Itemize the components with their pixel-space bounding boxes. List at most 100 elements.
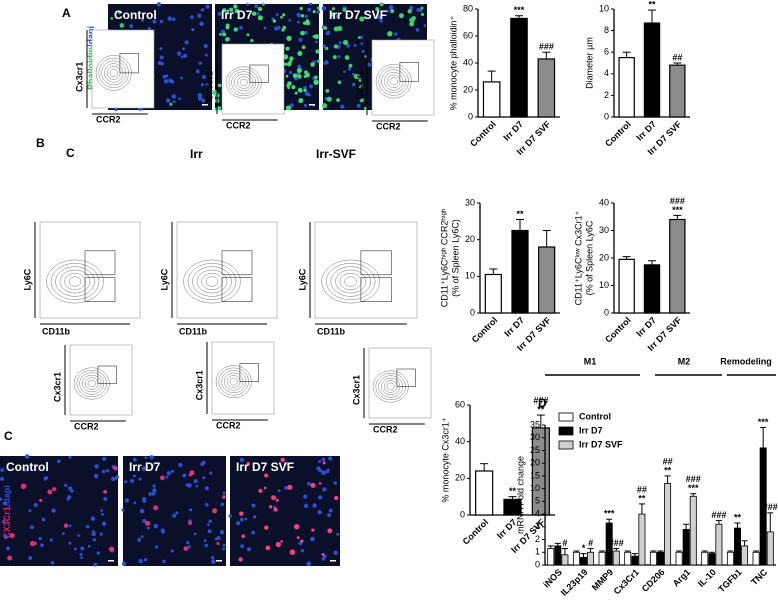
nucleus	[353, 43, 357, 47]
stained-cell	[282, 13, 286, 17]
nucleus	[312, 503, 317, 508]
stained-cell	[280, 457, 285, 463]
stained-cell	[296, 536, 300, 540]
nucleus	[101, 469, 106, 474]
bar	[643, 22, 661, 118]
gate	[249, 64, 269, 83]
significance: #	[562, 538, 567, 548]
stained-cell	[313, 79, 319, 86]
contour	[205, 276, 219, 287]
stained-cell	[299, 6, 303, 11]
legend-swatch	[558, 426, 574, 436]
nucleus	[80, 556, 84, 559]
y-tick-label: 60	[455, 399, 465, 409]
contour	[109, 68, 118, 78]
nucleus	[289, 103, 294, 108]
significance: ###	[609, 538, 624, 548]
bar	[657, 551, 664, 566]
stain-part: CX3Cr1	[2, 506, 12, 539]
bar	[669, 218, 686, 314]
stained-cell	[300, 14, 305, 18]
nucleus	[340, 104, 345, 109]
nucleus	[214, 537, 218, 541]
stain-part: /dapi	[2, 485, 12, 506]
stained-cell	[297, 87, 303, 93]
flow-plot	[176, 221, 278, 319]
flow-plot	[91, 29, 155, 109]
x-tick-label: IL-10	[696, 567, 718, 589]
stained-cell	[265, 545, 271, 551]
stained-cell	[420, 6, 424, 10]
contour	[344, 276, 358, 287]
gate	[399, 62, 419, 82]
contour	[187, 263, 237, 301]
nucleus	[152, 488, 157, 493]
stained-cell	[337, 80, 342, 85]
stained-cell	[7, 555, 13, 561]
stained-cell	[357, 78, 362, 83]
nucleus	[203, 539, 207, 542]
bar	[759, 447, 767, 566]
bar	[484, 273, 502, 314]
nucleus	[337, 55, 341, 59]
legend-label: Control	[579, 411, 611, 421]
stained-cell	[332, 55, 337, 60]
nucleus	[376, 13, 380, 17]
y-tick-label: 20	[455, 473, 465, 483]
nucleus	[222, 547, 226, 551]
nucleus	[2, 501, 7, 506]
significance: ***	[758, 417, 769, 427]
y-tick-label: 15	[530, 470, 540, 480]
contour	[59, 269, 91, 294]
nucleus	[1, 520, 5, 524]
nucleus	[322, 44, 326, 48]
flow-column: Irr-SVF	[316, 147, 356, 161]
stained-cell	[312, 10, 316, 14]
nucleus	[151, 492, 156, 496]
y-tick-label: 40	[599, 197, 609, 207]
nucleus	[162, 559, 166, 564]
stained-cell	[336, 98, 340, 103]
contour	[183, 259, 241, 304]
flow-plot	[221, 43, 285, 115]
y-tick-label: 4	[604, 68, 609, 78]
nucleus	[141, 466, 147, 471]
stained-cell	[359, 97, 364, 103]
stained-cell	[225, 25, 230, 30]
nucleus	[336, 532, 340, 536]
nucleus	[327, 513, 332, 518]
nucleus	[167, 16, 172, 21]
nucleus	[176, 51, 182, 56]
significance: ***	[672, 205, 683, 215]
stained-cell	[63, 523, 69, 528]
stained-cell	[169, 102, 173, 106]
stain-part: /dapi	[86, 26, 96, 47]
nucleus	[246, 3, 250, 6]
nucleus	[197, 93, 203, 98]
stained-cell	[103, 489, 108, 494]
nucleus	[149, 455, 154, 460]
flow-plot	[371, 39, 435, 116]
stained-cell	[326, 96, 332, 102]
nucleus	[217, 11, 222, 16]
stained-cell	[264, 525, 269, 530]
nucleus	[409, 5, 414, 11]
contour	[229, 377, 238, 386]
nucleus	[33, 502, 38, 508]
nucleus	[300, 548, 305, 553]
stained-cell	[233, 27, 238, 32]
nucleus	[51, 508, 56, 513]
significance: ***	[604, 509, 615, 519]
scale-bar	[108, 560, 114, 562]
nucleus	[263, 26, 267, 30]
stained-cell	[301, 45, 306, 50]
scale-bar	[202, 104, 208, 106]
stained-cell	[222, 32, 227, 37]
nucleus	[165, 74, 169, 78]
stained-cell	[303, 88, 307, 92]
nucleus	[335, 14, 339, 19]
gate	[221, 250, 253, 276]
stained-cell	[289, 56, 294, 61]
contour	[339, 273, 362, 290]
stained-cell	[321, 103, 328, 109]
